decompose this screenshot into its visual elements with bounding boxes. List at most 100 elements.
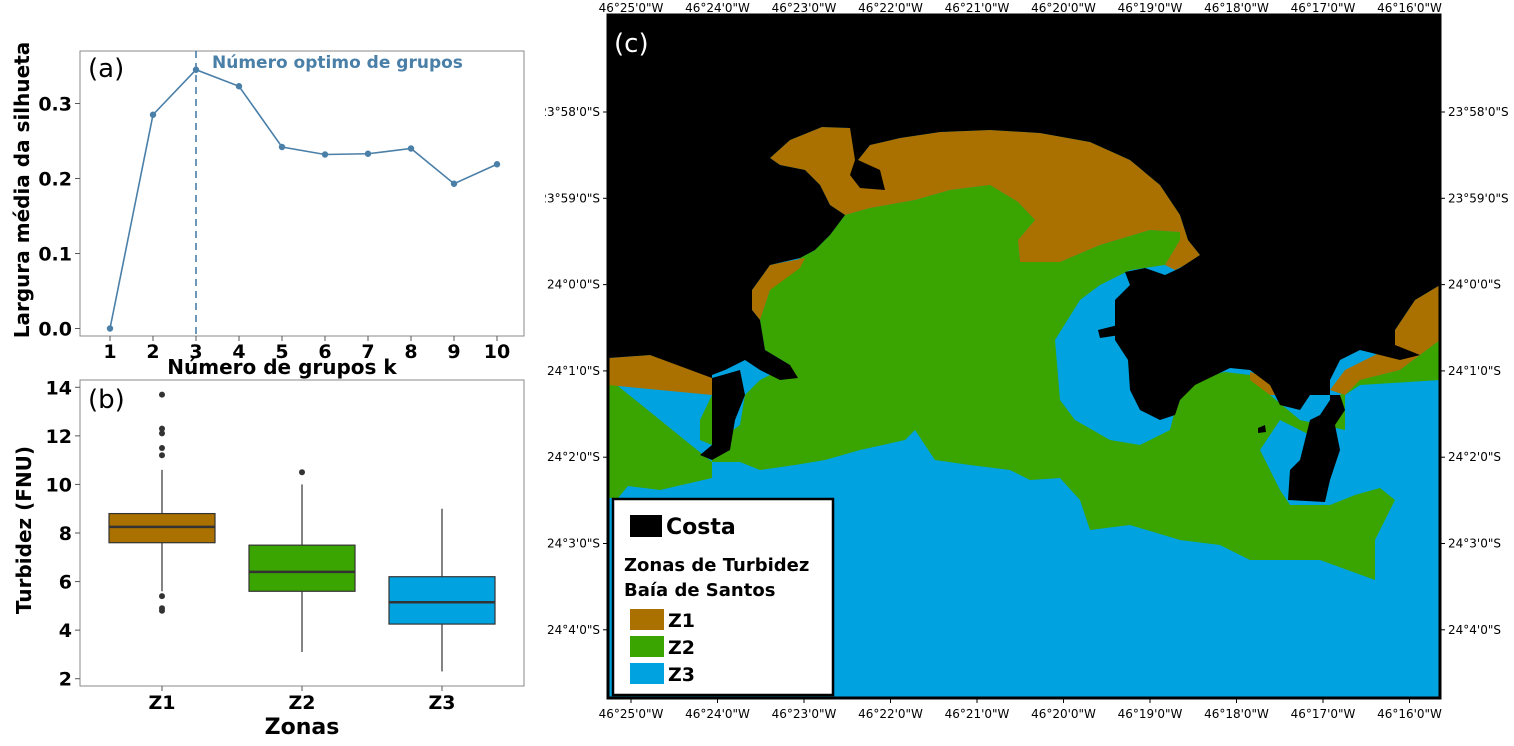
silhouette-y-tick-label: 0.3 [38,94,72,116]
map-lat-label-left: 23°59'0"S [545,191,600,205]
silhouette-point [149,111,157,118]
silhouette-point [407,145,415,152]
box-outlier-point [159,593,165,600]
boxplot-x-tick-label: Z3 [429,692,456,714]
legend-title-line-2: Baía de Santos [624,580,775,601]
map-lat-label-left: 24°0'0"S [547,278,600,292]
legend-swatch-z2 [630,636,664,657]
boxplot-x-axis-title: Zonas [265,715,340,740]
legend-swatch-z3 [630,663,664,684]
map-lat-label-right: 24°2'0"S [1448,450,1501,464]
silhouette-point [450,180,458,187]
map-lon-label-bottom: 46°24'0"W [685,707,750,721]
silhouette-plot-frame [79,50,525,337]
boxplot-x-tick-label: Z2 [289,692,316,714]
silhouette-x-tick-label: 5 [275,341,288,363]
silhouette-point [493,161,501,168]
map-lon-label-bottom: 46°16'0"W [1377,707,1442,721]
map-lat-label-left: 24°1'0"S [547,364,600,378]
map-legend: Costa Zonas de Turbidez Baía de Santos Z… [611,497,835,697]
map-lat-label-right: 23°58'0"S [1448,105,1509,119]
silhouette-series-line [109,68,498,329]
map-lon-label-bottom: 46°17'0"W [1291,707,1356,721]
boxplot-y-tick-label: 6 [59,572,72,594]
silhouette-x-axis-title: Número de grupos k [167,355,397,379]
map-zone-z1-west-edge [608,355,712,395]
map-lat-label-right: 23°59'0"S [1448,191,1509,205]
silhouette-point [278,143,286,151]
map-lon-label-top: 46°17'0"W [1291,1,1356,15]
map-lon-label-bottom: 46°25'0"W [599,707,664,721]
legend-swatch-costa [630,515,662,537]
boxplot-y-tick-label: 4 [59,620,72,642]
map-land-coast [608,15,1440,502]
box-z3 [388,576,496,625]
boxplot-y-tick-label: 8 [59,523,72,545]
map-lon-label-bottom: 46°23'0"W [772,707,837,721]
map-zone-z1-west-cove [752,258,805,320]
legend-label-z1: Z1 [668,610,695,632]
silhouette-y-tick-label: 0.0 [38,319,72,341]
boxplot-y-tick-label: 12 [46,426,72,448]
silhouette-y-tick-label: 0.2 [38,169,72,191]
box-z2 [248,544,356,592]
legend-label-z2: Z2 [668,637,695,659]
boxplot-x-tick-label: Z1 [149,692,176,714]
panel-label-c: (c) [614,29,649,59]
silhouette-x-tick-label: 9 [447,341,460,363]
map-lon-label-top: 46°24'0"W [685,1,750,15]
map-lon-label-bottom: 46°19'0"W [1118,707,1183,721]
silhouette-point [106,325,114,332]
box-outlier-point [159,391,165,398]
map-lat-label-left: 24°2'0"S [547,450,600,464]
silhouette-chart: (a) Número optimo de grupos 0.0 0.1 0.2 0.3… [10,42,525,379]
map-land-islet [1098,325,1120,338]
map-lon-label-top: 46°25'0"W [599,1,664,15]
box-outlier-point [159,452,165,459]
map-lat-label-left: 24°3'0"S [547,537,600,551]
legend-label-z3: Z3 [668,664,695,686]
box-outlier-point [159,445,165,451]
map-lat-label-left: 23°58'0"S [545,105,600,119]
turbidity-boxplot: (b) 2 4 6 8 10 12 14 Z1 Z2 Z3 Zonas Turbidez (FN… [12,377,525,740]
map-lat-label-left: 24°4'0"S [547,623,600,637]
map-frame [606,13,1442,700]
map-lon-label-top: 46°16'0"W [1377,1,1442,15]
turbidity-zone-map: (c) 46°25'0"W 46°24'0"W 46°23'0"W 46°22'0"W… [545,1,1509,721]
silhouette-point [321,151,329,158]
silhouette-point [364,150,372,157]
box-outlier-point [159,425,165,432]
silhouette-point [235,83,243,90]
boxplot-y-tick-label: 14 [46,377,72,399]
map-lon-label-top: 46°19'0"W [1118,1,1183,15]
map-zone-z1-east [1250,285,1440,395]
map-lon-label-bottom: 46°21'0"W [945,707,1010,721]
silhouette-y-axis-title: Largura média da silhueta [10,42,34,339]
silhouette-x-tick-label: 4 [232,341,245,363]
panel-label-a: (a) [88,54,124,84]
boxplot-y-axis-title: Turbidez (FNU) [12,446,36,614]
silhouette-y-tick-label: 0.1 [38,244,72,266]
legend-swatch-z1 [630,609,664,630]
map-lat-label-right: 24°4'0"S [1448,623,1501,637]
map-zone-z2 [608,185,1440,580]
boxplot-y-tick-label: 2 [59,669,72,691]
map-lat-label-right: 24°0'0"S [1448,278,1501,292]
map-lon-label-top: 46°18'0"W [1204,1,1269,15]
silhouette-x-tick-label: 8 [404,341,417,363]
box-outlier-point [159,607,165,614]
silhouette-point [192,66,200,73]
map-lon-label-top: 46°21'0"W [945,1,1010,15]
legend-label-costa: Costa [666,515,736,540]
silhouette-x-tick-label: 6 [318,341,331,363]
map-lon-label-bottom: 46°22'0"W [858,707,923,721]
map-lon-label-top: 46°20'0"W [1031,1,1096,15]
silhouette-x-tick-label: 3 [189,341,202,363]
panel-label-b: (b) [88,385,125,415]
silhouette-x-tick-label: 2 [146,341,159,363]
map-lon-label-bottom: 46°18'0"W [1204,707,1269,721]
silhouette-x-tick-label: 1 [103,341,116,363]
map-lat-label-right: 24°1'0"S [1448,364,1501,378]
map-land-islet-small [1258,425,1266,433]
boxplot-y-tick-label: 10 [46,474,72,496]
